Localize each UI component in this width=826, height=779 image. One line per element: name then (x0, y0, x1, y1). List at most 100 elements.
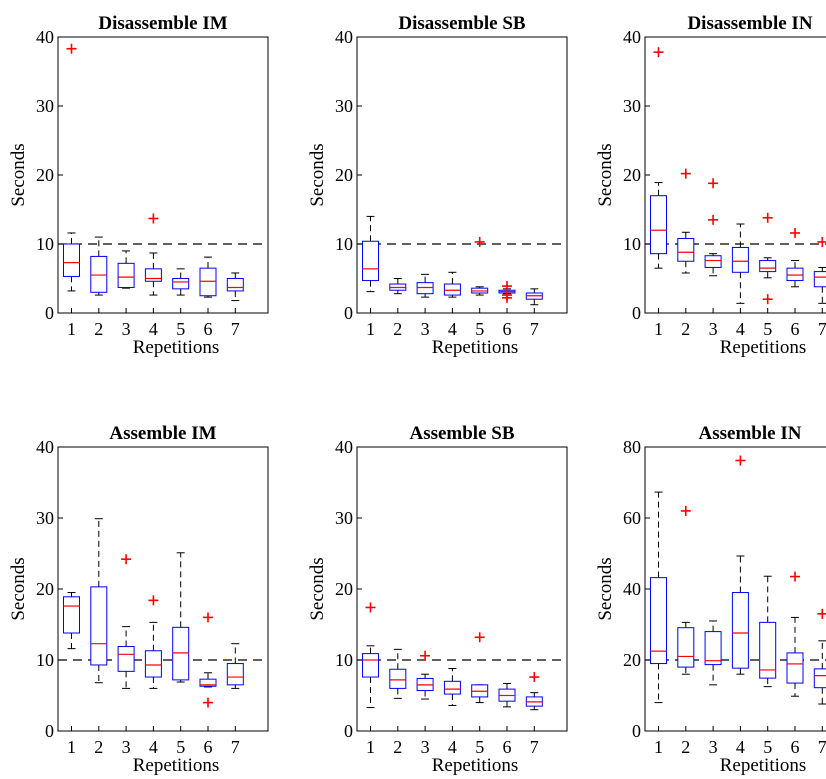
box-2 (389, 648, 407, 699)
box-iqr (704, 631, 722, 666)
x-tick-label: 5 (763, 737, 772, 757)
outlier-marker (762, 212, 773, 223)
box-iqr (144, 268, 162, 282)
chart-panel-3: Disassemble IN 0 10 20 30 40 1 2 3 4 5 6 7 Repetition… (595, 13, 826, 358)
box-3 (416, 273, 434, 298)
x-tick-label: 2 (681, 737, 690, 757)
x-tick-label: 5 (475, 319, 484, 339)
box-iqr (362, 653, 379, 678)
outlier-marker (708, 214, 719, 225)
box-3 (704, 620, 722, 686)
y-tick-label: 0 (344, 303, 353, 323)
x-tick-label: 5 (176, 737, 185, 757)
y-tick-label: 10 (335, 234, 353, 254)
box-iqr (759, 621, 777, 679)
x-tick-label: 4 (736, 737, 745, 757)
outlier-marker (148, 595, 159, 606)
x-tick-label: 1 (67, 737, 76, 757)
outlier-marker (474, 236, 485, 247)
box-iqr (117, 646, 135, 672)
x-tick-label: 3 (709, 737, 718, 757)
box-iqr (90, 586, 108, 666)
y-tick-label: 10 (36, 234, 54, 254)
outlier-marker (474, 632, 485, 643)
box-iqr (226, 663, 244, 686)
x-tick-label: 7 (818, 319, 826, 339)
x-tick-label: 1 (654, 737, 663, 757)
y-tick-label: 20 (335, 579, 353, 599)
x-tick-label: 2 (393, 319, 402, 339)
box-1 (650, 47, 667, 269)
box-iqr (199, 267, 217, 297)
x-tick-label: 3 (709, 319, 718, 339)
y-tick-label: 30 (623, 96, 641, 116)
box-4 (144, 213, 162, 296)
y-tick-label: 30 (335, 96, 353, 116)
box-2 (90, 518, 108, 684)
x-tick-label: 7 (231, 737, 240, 757)
x-tick-label: 7 (818, 737, 826, 757)
outlier-marker (817, 608, 826, 619)
plot-body (58, 518, 268, 708)
box-iqr (416, 282, 434, 295)
chart-panel-6: Assemble IN 0 20 40 60 80 1 2 3 4 5 6 7 Repetitions Se… (595, 423, 826, 776)
outlier-marker (680, 505, 691, 516)
y-axis-label: Seconds (8, 557, 29, 620)
outlier-marker (502, 281, 512, 292)
x-tick-label: 4 (448, 737, 457, 757)
y-tick-label: 10 (36, 650, 54, 670)
x-tick-label: 7 (530, 737, 539, 757)
box-5 (471, 236, 489, 296)
box-6 (786, 571, 804, 697)
outlier-marker (790, 571, 800, 582)
y-tick-label: 10 (335, 650, 353, 670)
box-iqr (63, 596, 80, 634)
box-7 (813, 236, 826, 304)
x-tick-label: 5 (475, 737, 484, 757)
x-tick-label: 3 (421, 737, 430, 757)
plot-area (356, 36, 568, 314)
box-7 (813, 608, 826, 705)
x-tick-label: 6 (791, 319, 800, 339)
x-tick-label: 6 (204, 737, 213, 757)
box-iqr (650, 577, 667, 665)
y-tick-label: 30 (36, 508, 54, 528)
box-2 (677, 168, 695, 274)
box-iqr (389, 668, 407, 689)
box-5 (759, 575, 777, 688)
y-tick-label: 20 (623, 650, 641, 670)
outlier-marker (203, 697, 213, 708)
box-6 (199, 256, 217, 298)
y-axis-label: Seconds (8, 143, 29, 206)
box-iqr (172, 626, 190, 681)
x-tick-label: 6 (503, 319, 512, 339)
box-4 (443, 668, 461, 706)
x-axis-label: Repetitions (432, 755, 519, 776)
chart-panel-2: Disassemble SB 0 10 20 30 40 1 2 3 4 5 6 7 Repetition… (307, 13, 568, 358)
x-tick-label: 1 (654, 319, 663, 339)
box-iqr (226, 278, 244, 292)
y-tick-label: 60 (623, 508, 641, 528)
box-6 (498, 682, 516, 708)
x-tick-label: 5 (763, 319, 772, 339)
plot-area (644, 446, 826, 732)
x-tick-label: 3 (421, 319, 430, 339)
chart-title: Assemble SB (409, 423, 514, 444)
box-3 (117, 250, 135, 289)
x-axis-label: Repetitions (720, 337, 807, 358)
y-tick-label: 0 (45, 721, 54, 741)
y-tick-label: 20 (36, 165, 54, 185)
plot-body (357, 215, 567, 306)
chart-title: Disassemble IM (98, 13, 227, 34)
chart-panel-5: Assemble SB 0 10 20 30 40 1 2 3 4 5 6 7 Repetitions Se… (307, 423, 568, 776)
x-tick-label: 3 (122, 737, 131, 757)
x-tick-label: 6 (204, 319, 213, 339)
x-tick-label: 4 (736, 319, 745, 339)
box-iqr (704, 255, 722, 268)
box-iqr (650, 195, 667, 255)
box-iqr (144, 650, 162, 678)
box-7 (226, 272, 244, 302)
box-iqr (677, 237, 695, 262)
outlier-marker (529, 672, 540, 683)
